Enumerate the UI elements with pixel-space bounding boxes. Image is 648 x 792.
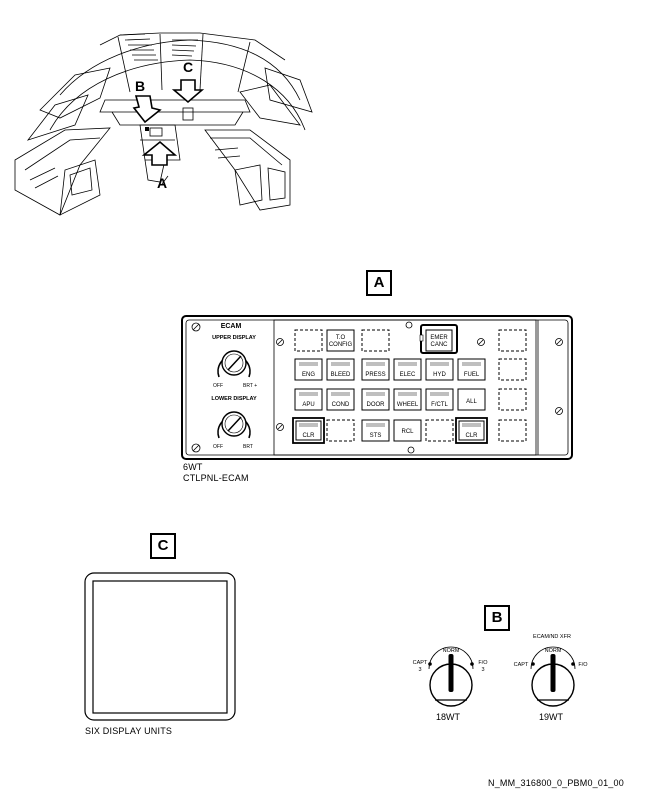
wheel-label: WHEEL [397, 402, 419, 408]
hyd-label: HYD [433, 372, 446, 378]
switch-18wt-fo-num: 3 [481, 667, 484, 673]
switch-18wt-capt: CAPT [413, 660, 428, 666]
selector-switches: NORM CAPT 3 F/O 3 18WT ECAM/ND XFR NORM … [413, 634, 589, 722]
upper-display-label: UPPER DISPLAY [212, 335, 256, 341]
blank-key [498, 358, 527, 381]
elec-label: ELEC [400, 372, 416, 378]
wheel-key[interactable]: WHEEL [393, 388, 422, 411]
upper-display-knob[interactable] [217, 350, 251, 378]
cond-key[interactable]: COND [326, 388, 355, 411]
press-key[interactable]: PRESS [361, 358, 390, 381]
callout-b: B [484, 605, 510, 631]
switch-18wt-id: 18WT [436, 712, 461, 722]
emer-canc-label-1: EMER [430, 335, 448, 341]
elec-key[interactable]: ELEC [393, 358, 422, 381]
switch-18wt-norm: NORM [443, 648, 460, 654]
ecam-title: ECAM [221, 323, 242, 330]
switch-19wt[interactable] [530, 646, 576, 707]
ecam-control-panel: ECAM UPPER DISPLAY OFF BRT + LOWER DISPL… [181, 315, 573, 460]
display-unit-caption: SIX DISPLAY UNITS [85, 726, 173, 736]
blank-key [498, 388, 527, 411]
to-config-key[interactable]: T.O CONFIG [326, 329, 355, 352]
fctl-key[interactable]: F/CTL [425, 388, 454, 411]
switch-18wt-fo: F/O [478, 660, 488, 666]
bleed-label: BLEED [331, 372, 351, 378]
emer-canc-key[interactable]: EMER CANC [419, 324, 458, 354]
clr-right-label: CLR [465, 433, 478, 439]
apu-label: APU [302, 402, 314, 408]
to-config-label-1: T.O [336, 335, 346, 341]
emer-canc-label-2: CANC [430, 342, 448, 348]
lower-off-label: OFF [213, 444, 223, 450]
cockpit-overview-drawing: C B A [14, 32, 313, 216]
cockpit-label-c: C [183, 59, 193, 75]
eng-key[interactable]: ENG [294, 358, 323, 381]
callout-c: C [150, 533, 176, 559]
sts-label: STS [370, 433, 382, 439]
ecam-panel-name: CTLPNL-ECAM [183, 473, 249, 483]
switch-19wt-id: 19WT [539, 712, 564, 722]
fuel-key[interactable]: FUEL [457, 358, 486, 381]
clr-left-label: CLR [302, 433, 315, 439]
lower-display-label: LOWER DISPLAY [211, 396, 257, 402]
display-unit-drawing [84, 572, 236, 721]
switch-19wt-norm: NORM [545, 648, 562, 654]
blank-key [498, 329, 527, 352]
clr-left-key[interactable]: CLR [292, 417, 325, 444]
hyd-key[interactable]: HYD [425, 358, 454, 381]
press-label: PRESS [365, 372, 385, 378]
cond-label: COND [332, 402, 350, 408]
blank-key [326, 419, 355, 442]
upper-brt-label: BRT + [243, 383, 257, 389]
sts-key[interactable]: STS [361, 419, 390, 442]
ecam-panel-id: 6WT [183, 462, 203, 472]
figure-reference: N_MM_316800_0_PBM0_01_00 [488, 778, 624, 788]
fuel-label: FUEL [464, 372, 480, 378]
blank-key [294, 329, 323, 352]
switch-19wt-fo: F/O [578, 662, 588, 668]
upper-off-label: OFF [213, 383, 223, 389]
blank-key [425, 419, 454, 442]
blank-key [498, 419, 527, 442]
switch-19wt-title: ECAM/ND XFR [533, 634, 571, 640]
to-config-label-2: CONFIG [329, 342, 353, 348]
switch-18wt-capt-num: 3 [418, 667, 421, 673]
all-key[interactable]: ALL [457, 388, 486, 411]
lower-brt-label: BRT [243, 444, 253, 450]
eng-label: ENG [302, 372, 315, 378]
bleed-key[interactable]: BLEED [326, 358, 355, 381]
fctl-label: F/CTL [431, 402, 448, 408]
door-label: DOOR [367, 402, 386, 408]
row3-keys: APU COND DOOR WHEEL F/CTL ALL [294, 388, 486, 411]
row2-keys: ENG BLEED PRESS ELEC HYD FUEL [294, 358, 486, 381]
all-label: ALL [466, 399, 477, 405]
rcl-key[interactable]: RCL [393, 419, 422, 442]
callout-a: A [366, 270, 392, 296]
switch-19wt-capt: CAPT [514, 662, 529, 668]
blank-key [361, 329, 390, 352]
rcl-label: RCL [401, 429, 414, 435]
clr-right-key[interactable]: CLR [455, 417, 488, 444]
switch-18wt[interactable] [428, 646, 474, 707]
lower-display-knob[interactable] [217, 411, 251, 439]
cockpit-label-b: B [135, 78, 145, 94]
cockpit-label-a: A [157, 175, 167, 191]
door-key[interactable]: DOOR [361, 388, 390, 411]
apu-key[interactable]: APU [294, 388, 323, 411]
